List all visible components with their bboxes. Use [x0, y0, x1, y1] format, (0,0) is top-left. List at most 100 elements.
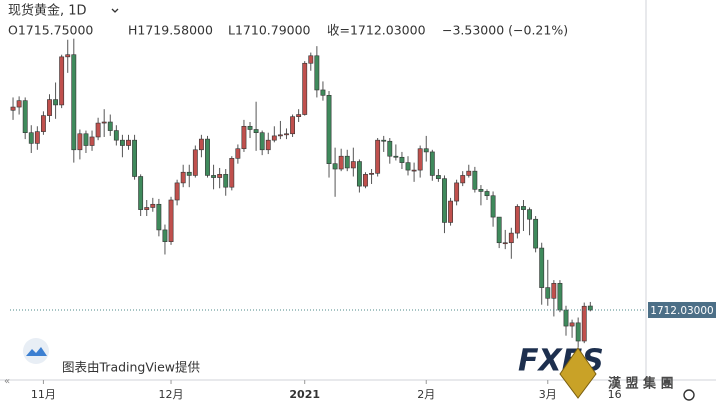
candle-body	[235, 148, 241, 159]
candle-body	[369, 172, 374, 175]
candle-body	[521, 206, 526, 210]
candle-body	[314, 55, 320, 91]
candle-body	[211, 175, 216, 178]
candle-body	[569, 322, 575, 327]
candle-body	[545, 287, 551, 299]
candle-body	[217, 174, 223, 178]
candle-body	[563, 309, 569, 327]
candle-body	[34, 131, 40, 144]
candle-body	[338, 155, 344, 170]
candle-body	[405, 162, 411, 171]
candle-body	[174, 182, 180, 201]
candle-body	[247, 125, 253, 130]
candle-body	[89, 136, 95, 146]
candle-body	[253, 129, 259, 133]
candle-body	[496, 216, 502, 244]
x-tick-label: 11月	[31, 388, 56, 401]
candle-body	[557, 283, 563, 311]
candle-body	[107, 121, 113, 131]
interval-dropdown[interactable]	[111, 8, 119, 13]
candle-body	[423, 148, 429, 153]
candle-body	[284, 133, 289, 136]
candle-body	[442, 178, 447, 223]
scroll-left-button[interactable]: «	[4, 376, 10, 387]
candle-body	[466, 170, 472, 176]
candle-body	[10, 106, 16, 111]
candle-body	[539, 247, 545, 288]
candle-body	[22, 100, 28, 133]
candle-body	[417, 148, 423, 171]
candle-body	[132, 139, 137, 177]
y-tick-label: 1712.03000	[650, 305, 713, 317]
candle-body	[28, 132, 34, 144]
x-tick-label: 2月	[417, 388, 435, 401]
candle-body	[259, 132, 265, 151]
candle-body	[344, 155, 350, 169]
candle-body	[156, 203, 162, 231]
candle-body	[350, 161, 356, 169]
settings-button[interactable]	[683, 389, 695, 401]
candle-body	[16, 100, 22, 108]
tradingview-logo	[23, 338, 49, 364]
candle-body	[448, 200, 453, 223]
candle-body	[478, 189, 484, 192]
ohlc-high: H1719.58000	[128, 23, 213, 38]
candle-body	[381, 139, 387, 142]
x-tick-label: 3月	[539, 388, 557, 401]
candle-body	[192, 149, 198, 176]
candle-body	[460, 175, 466, 184]
candle-body	[265, 139, 271, 151]
candle-body	[59, 56, 65, 106]
candle-body	[77, 133, 83, 151]
candle-body	[71, 54, 77, 151]
candle-body	[119, 139, 125, 146]
brand-subname: 漢 盟 集 團	[608, 376, 674, 392]
candle-body	[302, 62, 308, 115]
candle-body	[387, 140, 393, 157]
chart-title: 现货黄金, 1D	[8, 3, 87, 19]
candle-body	[490, 195, 496, 218]
candle-body	[150, 203, 156, 208]
candle-body	[508, 232, 514, 244]
candle-body	[399, 156, 405, 163]
candle-body	[296, 114, 302, 117]
candle-body	[332, 163, 338, 170]
x-tick-label: 12月	[159, 388, 184, 401]
x-tick-label: 16	[608, 388, 622, 401]
candle-body	[581, 305, 587, 342]
candle-body	[320, 89, 326, 96]
candle-body	[271, 135, 277, 141]
candle-body	[180, 171, 186, 184]
candle-body	[290, 116, 295, 135]
candle-body	[533, 218, 539, 249]
candle-body	[162, 229, 168, 242]
candle-body	[113, 130, 119, 141]
candle-body	[551, 283, 557, 299]
candle-body	[472, 170, 478, 190]
price-label-box	[648, 302, 716, 319]
candle-body	[101, 121, 107, 124]
attribution: 图表由TradingView提供	[62, 360, 200, 375]
candle-body	[241, 125, 247, 150]
candle-body	[393, 155, 399, 158]
candle-body	[514, 206, 520, 234]
ohlc-open: O1715.75000	[8, 23, 93, 38]
ohlc-close: 收=1712.03000	[327, 23, 426, 38]
candle-body	[308, 55, 314, 64]
candle-body	[277, 134, 283, 137]
candle-body	[484, 191, 490, 197]
candle-body	[502, 242, 508, 245]
candle-body	[527, 209, 532, 220]
candle-body	[454, 182, 460, 202]
candle-body	[375, 139, 381, 174]
candle-body	[198, 138, 204, 151]
candle-body	[326, 95, 332, 164]
x-tick-label: 2021	[289, 388, 320, 401]
candle-body	[587, 305, 593, 311]
candle-body	[40, 115, 46, 132]
candle-body	[429, 151, 435, 176]
candle-body	[65, 54, 71, 58]
